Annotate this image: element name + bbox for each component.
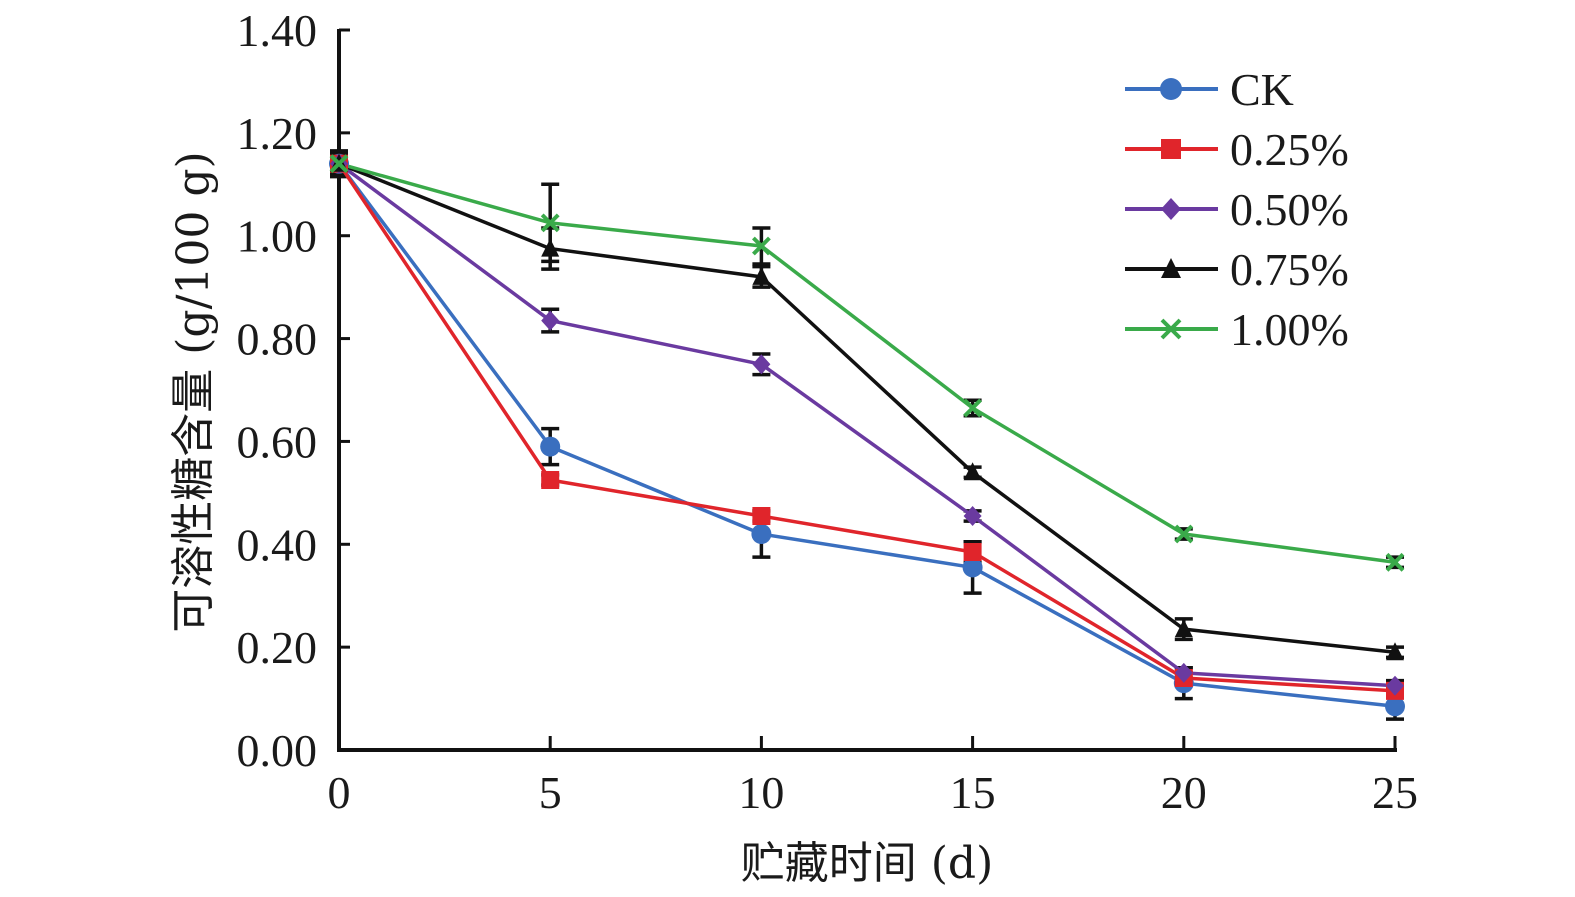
- y-tick-label: 1.40: [237, 5, 318, 56]
- data-point-1-00pct: [329, 154, 349, 174]
- x-tick-labels: 0 5 10 15 20 25: [328, 767, 1419, 818]
- data-point-0-50pct: [1386, 675, 1404, 696]
- data-point-0-75pct: [1386, 642, 1404, 661]
- series-line-1-00pct: [338, 162, 1396, 565]
- legend-marker: [1160, 78, 1182, 100]
- data-point-0-25pct: [752, 507, 771, 525]
- data-point-0-50pct: [1174, 662, 1193, 683]
- data-point-0-50pct: [541, 310, 560, 331]
- x-tick-label: 25: [1372, 767, 1418, 818]
- data-point-ck: [962, 557, 983, 578]
- data-point-0-75pct: [1174, 619, 1193, 638]
- data-point-0-50pct: [963, 506, 982, 526]
- legend-item-1-00pct: 1.00%: [1125, 304, 1349, 355]
- data-point-0-75pct: [541, 238, 560, 257]
- legend-item-0-75pct: 0.75%: [1125, 244, 1349, 295]
- data-point-ck: [540, 436, 561, 457]
- legend-marker: [1161, 139, 1181, 159]
- legend-label: 0.25%: [1230, 124, 1349, 175]
- y-tick-label: 0.20: [237, 622, 318, 673]
- series-line-ck: [337, 162, 1396, 709]
- series-markers: [329, 153, 1405, 717]
- y-tick-label: 0.60: [237, 416, 318, 467]
- data-point-ck: [751, 524, 772, 544]
- legend-marker: [1160, 318, 1182, 340]
- y-tick-label: 1.00: [237, 211, 318, 262]
- legend-label: CK: [1230, 64, 1294, 115]
- legend-marker: [1161, 198, 1181, 220]
- data-point-1-00pct: [1385, 552, 1405, 572]
- data-point-0-25pct: [963, 543, 982, 561]
- x-tick-label: 10: [738, 767, 784, 818]
- data-point-1-00pct: [963, 398, 983, 418]
- x-tick-label: 5: [539, 767, 562, 818]
- series-line-0-75pct: [338, 162, 1396, 655]
- x-tick-label: 0: [328, 767, 351, 818]
- data-point-1-00pct-stroke: [963, 398, 983, 418]
- legend-item-0-50pct: 0.50%: [1125, 184, 1349, 235]
- x-axis-title: 贮藏时间 (d): [741, 838, 993, 889]
- x-tick-label: 15: [950, 767, 996, 818]
- data-point-0-75pct: [752, 266, 771, 285]
- data-point-0-25pct: [541, 471, 560, 489]
- y-tick-label: 0.80: [237, 314, 318, 365]
- legend-label: 0.50%: [1230, 184, 1349, 235]
- data-point-1-00pct: [1174, 524, 1194, 544]
- data-point-1-00pct-stroke: [540, 213, 560, 233]
- legend: CK 0.25% 0.50% 0.75% 1.00%: [1125, 64, 1349, 355]
- series-line-0-50pct: [337, 162, 1396, 688]
- series-lines: [337, 162, 1396, 709]
- data-point-ck: [1385, 696, 1405, 717]
- y-tick-labels: 0.00 0.20 0.40 0.60 0.80 1.00 1.20 1.40: [237, 5, 318, 776]
- legend-item-ck: CK: [1125, 64, 1294, 115]
- x-tick-label: 20: [1161, 767, 1207, 818]
- data-point-0-50pct: [752, 354, 771, 375]
- legend-label: 1.00%: [1230, 304, 1349, 355]
- y-tick-label: 0.00: [237, 725, 318, 776]
- series-line-0-25pct: [337, 162, 1396, 693]
- y-axis-title: 可溶性糖含量 (g/100 g): [168, 151, 219, 632]
- data-point-1-00pct: [751, 236, 771, 256]
- data-point-1-00pct-stroke: [1385, 552, 1405, 572]
- legend-marker: [1161, 258, 1181, 278]
- legend-marker-stroke: [1160, 318, 1182, 340]
- data-point-1-00pct-stroke: [1174, 524, 1194, 544]
- data-point-1-00pct: [540, 213, 560, 233]
- data-point-1-00pct-stroke: [329, 154, 349, 174]
- legend-item-0-25pct: 0.25%: [1125, 124, 1349, 175]
- data-point-0-75pct: [963, 462, 982, 481]
- y-tick-label: 1.20: [237, 108, 318, 159]
- legend-label: 0.75%: [1230, 244, 1349, 295]
- data-point-1-00pct-stroke: [751, 236, 771, 256]
- y-tick-label: 0.40: [237, 519, 318, 570]
